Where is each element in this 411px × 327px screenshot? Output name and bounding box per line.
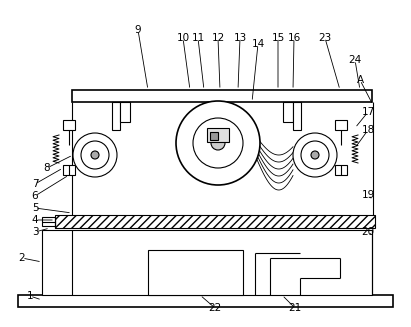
Bar	[42, 230, 372, 295]
Bar	[63, 120, 75, 130]
Bar	[112, 102, 120, 130]
Text: 13: 13	[233, 33, 247, 43]
Circle shape	[73, 133, 117, 177]
Bar	[283, 102, 293, 122]
Circle shape	[91, 151, 99, 159]
Bar	[55, 215, 375, 228]
Text: 2: 2	[18, 253, 25, 263]
Text: 20: 20	[361, 227, 374, 237]
Bar	[80, 140, 95, 168]
Bar	[63, 165, 75, 175]
Bar	[316, 140, 331, 168]
Circle shape	[311, 151, 319, 159]
Bar	[148, 250, 243, 295]
Text: 15: 15	[271, 33, 285, 43]
Text: 9: 9	[135, 25, 141, 35]
Bar	[293, 102, 301, 130]
Text: 18: 18	[361, 125, 374, 135]
Text: 7: 7	[32, 179, 38, 189]
Circle shape	[176, 101, 260, 185]
Text: A: A	[356, 75, 364, 85]
Text: 17: 17	[361, 107, 374, 117]
Bar	[335, 120, 347, 130]
Text: 12: 12	[211, 33, 225, 43]
Text: 21: 21	[289, 303, 302, 313]
Text: 24: 24	[349, 55, 362, 65]
Text: 5: 5	[32, 203, 38, 213]
Text: 11: 11	[192, 33, 205, 43]
Bar	[120, 102, 130, 122]
Bar	[207, 128, 229, 142]
Text: 3: 3	[32, 227, 38, 237]
Text: 23: 23	[319, 33, 332, 43]
Text: 10: 10	[176, 33, 189, 43]
Bar	[210, 132, 218, 140]
Text: 14: 14	[252, 39, 265, 49]
Bar	[72, 90, 372, 102]
Text: 8: 8	[44, 163, 50, 173]
Bar	[18, 295, 393, 307]
Circle shape	[293, 133, 337, 177]
Circle shape	[301, 141, 329, 169]
Text: 1: 1	[27, 291, 33, 301]
Text: 19: 19	[361, 190, 374, 200]
Text: 6: 6	[32, 191, 38, 201]
Text: 22: 22	[208, 303, 222, 313]
Circle shape	[211, 136, 225, 150]
Bar	[42, 217, 55, 226]
Text: 4: 4	[32, 215, 38, 225]
Circle shape	[81, 141, 109, 169]
Text: 16: 16	[287, 33, 300, 43]
Circle shape	[193, 118, 243, 168]
Bar	[335, 165, 347, 175]
